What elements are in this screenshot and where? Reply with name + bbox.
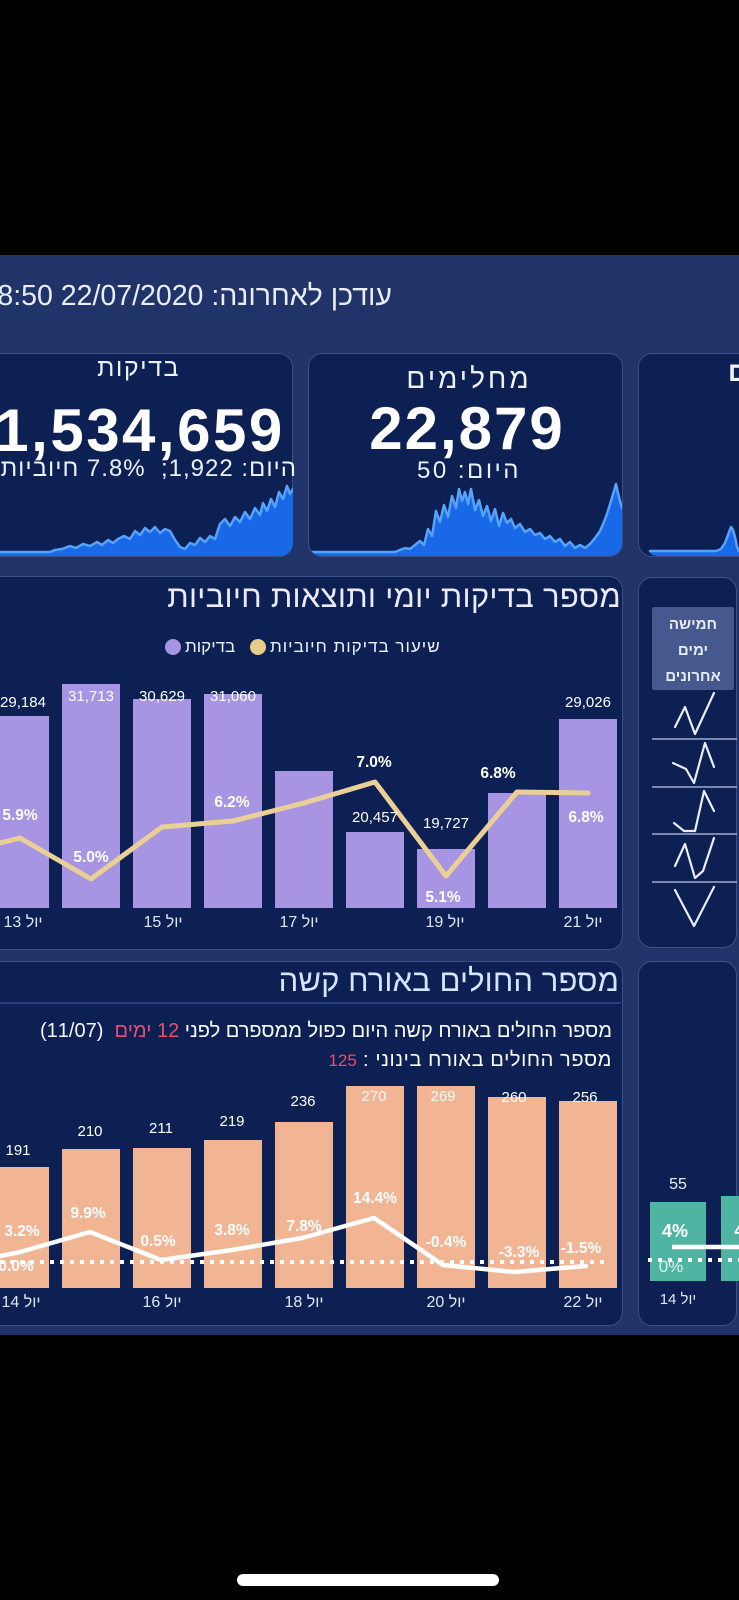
- svg-text:20,457: 20,457: [352, 809, 398, 826]
- svg-text:236: 236: [290, 1093, 315, 1110]
- svg-text:5.1%: 5.1%: [425, 889, 461, 906]
- svg-text:17 יול: 17 יול: [279, 913, 318, 931]
- svg-text:270: 270: [361, 1088, 386, 1105]
- svg-text:15 יול: 15 יול: [143, 913, 182, 931]
- svg-text:19,727: 19,727: [423, 815, 469, 832]
- svg-text:29,184: 29,184: [0, 694, 46, 711]
- svg-text:14.4%: 14.4%: [353, 1190, 397, 1207]
- svg-text:6.2%: 6.2%: [214, 794, 250, 811]
- svg-text:31,713: 31,713: [68, 688, 114, 705]
- svg-text:31,060: 31,060: [210, 688, 256, 705]
- svg-text:18 יול: 18 יול: [284, 1293, 323, 1311]
- svg-text:219: 219: [219, 1113, 244, 1130]
- svg-text:3.8%: 3.8%: [214, 1222, 250, 1239]
- svg-text:-1.5%: -1.5%: [561, 1240, 602, 1257]
- svg-text:55: 55: [669, 1176, 687, 1193]
- svg-text:0%: 0%: [659, 1257, 684, 1276]
- svg-text:6.8%: 6.8%: [568, 809, 604, 826]
- svg-text:21 יול: 21 יול: [563, 913, 602, 931]
- svg-text:260: 260: [501, 1089, 526, 1106]
- svg-text:20 יול: 20 יול: [426, 1293, 465, 1311]
- svg-text:4%: 4%: [662, 1221, 688, 1241]
- svg-text:191: 191: [5, 1142, 30, 1159]
- svg-text:269: 269: [430, 1088, 455, 1105]
- svg-text:0.0%: 0.0%: [0, 1258, 34, 1275]
- svg-text:22 יול: 22 יול: [563, 1293, 602, 1311]
- svg-text:-0.4%: -0.4%: [426, 1234, 467, 1251]
- svg-text:30,629: 30,629: [139, 688, 185, 705]
- svg-text:14 יול: 14 יול: [660, 1291, 697, 1308]
- svg-text:7.8%: 7.8%: [286, 1218, 322, 1235]
- svg-text:6.8%: 6.8%: [480, 765, 516, 782]
- svg-text:5.9%: 5.9%: [2, 807, 38, 824]
- svg-text:3.2%: 3.2%: [4, 1223, 40, 1240]
- svg-text:9.9%: 9.9%: [70, 1205, 106, 1222]
- svg-text:29,026: 29,026: [565, 694, 611, 711]
- svg-text:5.0%: 5.0%: [73, 849, 109, 866]
- svg-text:16 יול: 16 יול: [142, 1293, 181, 1311]
- svg-text:256: 256: [572, 1089, 597, 1106]
- svg-text:19 יול: 19 יול: [425, 913, 464, 931]
- svg-text:-3.3%: -3.3%: [499, 1244, 540, 1261]
- svg-text:210: 210: [77, 1123, 102, 1140]
- svg-text:0.5%: 0.5%: [140, 1233, 176, 1250]
- svg-text:13 יול: 13 יול: [3, 913, 42, 931]
- svg-text:211: 211: [149, 1120, 173, 1137]
- svg-text:14 יול: 14 יול: [1, 1293, 40, 1311]
- svg-text:4: 4: [734, 1221, 739, 1240]
- svg-text:7.0%: 7.0%: [356, 754, 392, 771]
